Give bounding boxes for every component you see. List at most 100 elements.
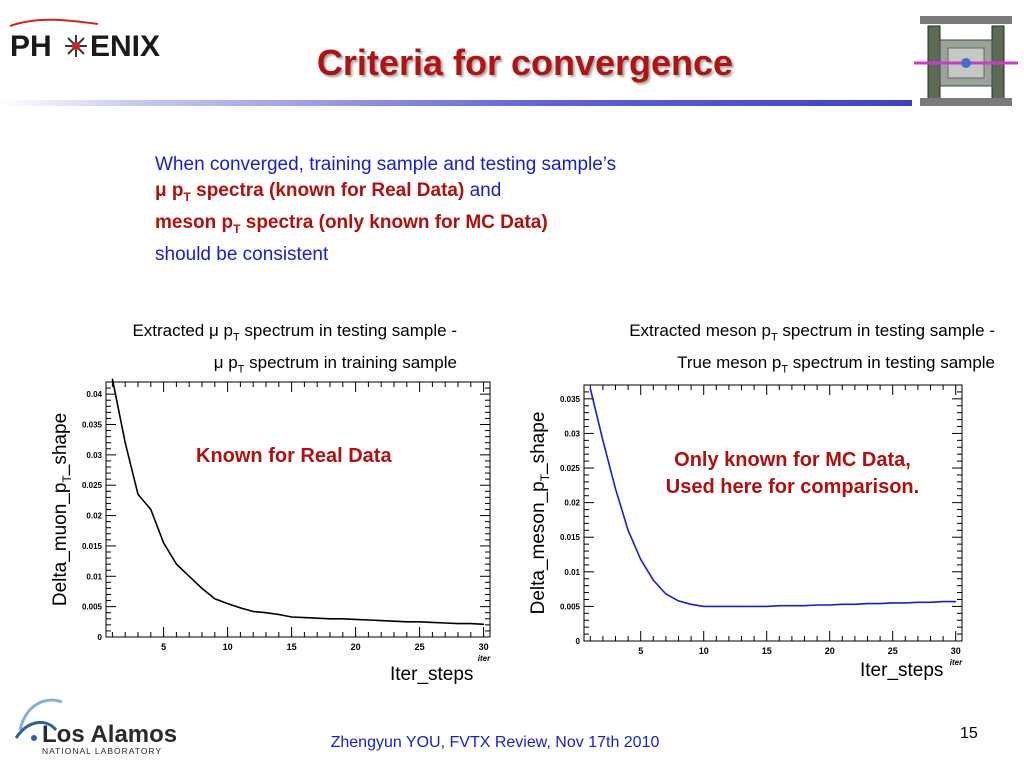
meson-plot-svg: 5 10 15 20 25 30 0 0.005 0.01 0.015 0.02 0.025 0.03 0… bbox=[528, 384, 963, 667]
meson-plot-y-tick-label: 0 bbox=[576, 637, 581, 646]
phenix-logo: PH ENIX bbox=[8, 18, 168, 68]
svg-text:ENIX: ENIX bbox=[90, 30, 160, 63]
meson-plot-data-point bbox=[942, 600, 944, 603]
muon-plot-data-point bbox=[431, 621, 433, 624]
muon-plot-data-point bbox=[252, 610, 254, 613]
muon-plot-data-point bbox=[188, 575, 190, 577]
meson-plot-y-tick-label: 0.015 bbox=[560, 533, 581, 542]
muon-plot-y-axis-label: Delta_muon_pT_shape bbox=[50, 413, 74, 606]
right-note-line-1: Only known for MC Data, bbox=[674, 449, 911, 471]
muon-plot-series-line bbox=[111, 378, 484, 626]
muon-plot-frame bbox=[105, 381, 491, 638]
meson-plot-data-point bbox=[955, 600, 957, 603]
meson-plot-data-point bbox=[879, 603, 881, 605]
meson-plot-data-point bbox=[766, 605, 768, 608]
muon-plot-x-axis-tag: iter bbox=[478, 654, 491, 663]
detector-drawing bbox=[912, 12, 1020, 108]
muon-plot-data-point bbox=[291, 616, 293, 618]
slide-title: Criteria for convergence bbox=[316, 42, 734, 83]
meson-plot-data-point bbox=[816, 604, 818, 606]
muon-plot-x-tick-label: 15 bbox=[287, 642, 297, 652]
right-plot-caption: Extracted meson pT spectrum in testing s… bbox=[629, 321, 995, 376]
muon-plot-data-point bbox=[457, 623, 459, 625]
muon-plot-x-tick-label: 25 bbox=[415, 642, 425, 652]
muon-plot-data-point bbox=[150, 508, 152, 511]
muon-plot-data-point bbox=[470, 623, 472, 625]
meson-plot-x-axis-tag: iter bbox=[950, 658, 963, 667]
muon-plot-y-tick-label: 0.03 bbox=[86, 451, 102, 460]
meson-plot-data-point bbox=[740, 605, 743, 608]
meson-plot-y-tick-label: 0.03 bbox=[564, 429, 580, 438]
muon-plot-data-point bbox=[303, 616, 305, 619]
muon-plot-data-point bbox=[214, 598, 216, 600]
muon-plot-data-point bbox=[239, 607, 241, 609]
intro-line-3: meson pT spectra (only known for MC Data… bbox=[155, 211, 548, 236]
meson-plot-data-point bbox=[652, 579, 654, 581]
meson-plot-data-point bbox=[803, 605, 806, 607]
meson-plot-x-tick-label: 5 bbox=[638, 646, 643, 656]
left-plot-caption: Extracted μ pT spectrum in testing sampl… bbox=[132, 321, 457, 376]
meson-convergence-plot: 5 10 15 20 25 30 0 0.005 0.01 0.015 0.02 0.025 0.03 0… bbox=[528, 378, 974, 683]
meson-plot-y-axis-label: Delta_meson_pT_shape bbox=[528, 412, 552, 615]
muon-plot-x-tick-label: 10 bbox=[223, 642, 233, 652]
detector-image bbox=[912, 12, 1020, 108]
intro-line-4: should be consistent bbox=[155, 243, 329, 265]
muon-plot-data-point bbox=[342, 618, 344, 620]
meson-plot-data-point bbox=[917, 601, 919, 603]
footer-text: Zhengyun YOU, FVTX Review, Nov 17th 2010 bbox=[330, 734, 660, 751]
muon-plot-data-point bbox=[265, 612, 267, 614]
muon-plot-data-point bbox=[278, 613, 280, 616]
meson-plot-data-point bbox=[866, 603, 869, 605]
muon-plot-data-point bbox=[227, 603, 229, 605]
meson-plot-y-tick-label: 0.035 bbox=[560, 395, 581, 404]
meson-plot-data-point bbox=[829, 604, 831, 606]
right-plot-note: Only known for MC Data, Used here for co… bbox=[625, 447, 960, 501]
muon-plot-data-point bbox=[316, 617, 318, 619]
meson-plot-data-point bbox=[728, 605, 730, 608]
muon-plot-data-point bbox=[111, 378, 113, 380]
muon-plot-y-tick-label: 0.025 bbox=[82, 481, 103, 490]
meson-plot-data-point bbox=[589, 387, 591, 390]
meson-plot-data-point bbox=[715, 605, 717, 608]
left-plot-note: Known for Real Data bbox=[196, 445, 392, 467]
los-alamos-graphic: Los Alamos NATIONAL LABORATORY bbox=[14, 698, 177, 756]
muon-plot-data-point bbox=[406, 621, 408, 623]
muon-plot-data-point bbox=[380, 620, 382, 622]
muon-plot-data-point bbox=[393, 620, 395, 622]
meson-plot-x-tick-label: 30 bbox=[951, 646, 961, 656]
meson-plot-data-point bbox=[753, 605, 755, 608]
meson-plot-y-tick-label: 0.005 bbox=[560, 602, 581, 611]
muon-plot-svg: 5 10 15 20 25 30 0 0.005 0.01 0.015 0.02 0.025 0.03 0… bbox=[50, 378, 491, 663]
meson-plot-data-point bbox=[929, 601, 932, 603]
muon-plot-data-point bbox=[355, 618, 357, 620]
title-divider bbox=[0, 100, 912, 106]
muon-plot-x-tick-label: 30 bbox=[479, 642, 489, 652]
muon-plot-data-point bbox=[137, 493, 139, 495]
meson-plot-data-point bbox=[841, 603, 843, 605]
meson-plot-x-tick-label: 25 bbox=[888, 646, 898, 656]
muon-plot-y-tick-label: 0.02 bbox=[86, 512, 102, 521]
meson-plot-data-point bbox=[854, 603, 856, 605]
meson-plot-data-point bbox=[640, 558, 642, 560]
meson-plot-x-tick-label: 15 bbox=[762, 646, 772, 656]
svg-text:PH: PH bbox=[10, 30, 52, 63]
meson-plot-data-point bbox=[703, 605, 705, 608]
muon-plot-y-tick-label: 0 bbox=[98, 633, 103, 642]
meson-plot-data-point bbox=[778, 605, 780, 607]
meson-plot-data-point bbox=[665, 593, 667, 595]
left-x-axis-label: Iter_steps bbox=[390, 664, 474, 685]
muon-plot-data-point bbox=[201, 587, 203, 590]
meson-plot-y-tick-label: 0.02 bbox=[564, 499, 580, 508]
meson-plot-y-tick-label: 0.025 bbox=[560, 464, 581, 473]
muon-plot-data-point bbox=[483, 623, 485, 625]
meson-plot-x-tick-label: 20 bbox=[825, 646, 835, 656]
meson-plot-data-point bbox=[904, 602, 906, 604]
muon-plot-data-point bbox=[163, 542, 165, 544]
page-number: 15 bbox=[960, 725, 978, 742]
muon-plot-data-point bbox=[419, 621, 421, 623]
los-alamos-logo: Los Alamos NATIONAL LABORATORY bbox=[12, 690, 192, 760]
intro-text: When converged, training sample and test… bbox=[155, 152, 855, 268]
meson-plot-series-line bbox=[589, 388, 956, 608]
right-x-axis-label: Iter_steps bbox=[860, 660, 944, 681]
intro-line-2: μ pT spectra (known for Real Data) and bbox=[155, 180, 502, 204]
